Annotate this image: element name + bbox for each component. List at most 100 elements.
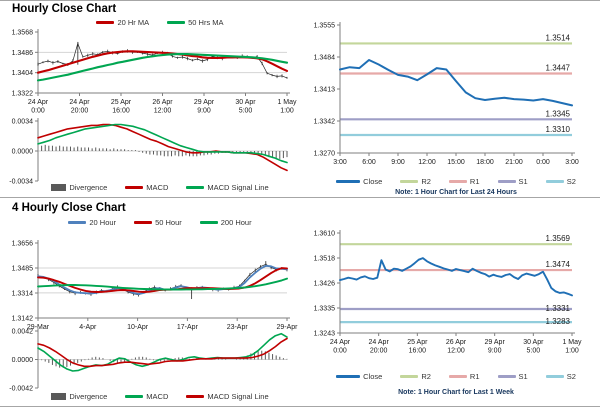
line-swatch — [497, 180, 516, 183]
svg-text:1.3486: 1.3486 — [12, 50, 34, 57]
legend-label: R2 — [421, 177, 431, 186]
legend-item: S2 — [545, 372, 576, 381]
legend-item: MACD — [125, 392, 168, 401]
line-swatch — [186, 186, 205, 189]
legend-label: S2 — [566, 177, 576, 186]
svg-text:1.3270: 1.3270 — [314, 151, 336, 158]
svg-text:1.3314: 1.3314 — [12, 291, 34, 298]
legend-item: Close — [336, 177, 382, 186]
legend-label: 200 Hour — [220, 218, 252, 227]
svg-text:-0.0034: -0.0034 — [9, 179, 33, 186]
legend-label: Divergence — [69, 183, 108, 192]
svg-text:6:00: 6:00 — [362, 159, 376, 166]
svg-text:10-Apr: 10-Apr — [127, 324, 149, 331]
svg-text:1.3518: 1.3518 — [314, 256, 336, 263]
line-swatch — [125, 186, 144, 189]
hourly-chart-title: Hourly Close Chart — [12, 3, 117, 15]
line-swatch — [125, 395, 144, 398]
svg-text:18:00: 18:00 — [476, 159, 494, 166]
line-swatch — [400, 180, 419, 183]
svg-text:1.3484: 1.3484 — [314, 55, 336, 62]
line-swatch — [448, 375, 467, 378]
legend-label: S2 — [566, 372, 576, 381]
legend-item: R2 — [400, 372, 431, 381]
legend-label: 20 Hr MA — [117, 18, 150, 27]
legend-label: 50 Hrs MA — [188, 18, 224, 27]
legend-item: S2 — [545, 177, 576, 186]
svg-text:1.3335: 1.3335 — [314, 306, 336, 313]
svg-text:1.3555: 1.3555 — [314, 23, 336, 30]
legend-item: MACD Signal Line — [186, 392, 269, 401]
line-swatch — [545, 375, 564, 378]
pivot-24h-legend: Close R2 R1 S1 S2 — [330, 177, 582, 186]
legend-item: Divergence — [51, 183, 107, 192]
legend-label: S1 — [518, 372, 528, 381]
svg-text:1.3342: 1.3342 — [314, 119, 336, 126]
four-hourly-ma-legend: 20 Hour 50 Hour 200 Hour — [30, 218, 290, 227]
svg-text:1.3413: 1.3413 — [314, 87, 336, 94]
svg-text:15:00: 15:00 — [447, 159, 465, 166]
line-swatch — [545, 180, 564, 183]
svg-text:1.3656: 1.3656 — [12, 241, 34, 248]
bottom-divider — [0, 406, 600, 407]
line-swatch — [199, 221, 218, 224]
legend-label: MACD — [146, 183, 169, 192]
legend-item: 20 Hr MA — [96, 18, 149, 27]
four-hourly-macd-legend: Divergence MACD MACD Signal Line — [30, 392, 290, 401]
fourhour-macd-canvas: 0.0042 0.0000 -0.0042 — [9, 328, 288, 393]
legend-label: 20 Hour — [89, 218, 117, 227]
svg-text:1.3474: 1.3474 — [546, 260, 571, 269]
legend-item: R2 — [400, 177, 431, 186]
svg-text:1.3514: 1.3514 — [546, 33, 571, 42]
legend-label: Close — [363, 372, 383, 381]
legend-label: MACD Signal Line — [207, 183, 269, 192]
svg-text:0.0000: 0.0000 — [12, 357, 34, 364]
bar-swatch — [51, 184, 67, 191]
top-divider — [0, 0, 600, 1]
legend-item: MACD — [125, 183, 168, 192]
legend-label: R1 — [469, 177, 480, 186]
legend-item: 20 Hour — [68, 218, 116, 227]
line-swatch — [186, 395, 205, 398]
legend-label: R2 — [421, 372, 431, 381]
legend-item: R1 — [448, 372, 480, 381]
svg-text:3:00: 3:00 — [565, 159, 579, 166]
line-swatch — [336, 375, 361, 378]
bar-swatch — [51, 393, 67, 400]
svg-text:0.0034: 0.0034 — [12, 119, 34, 126]
svg-text:0.0042: 0.0042 — [12, 329, 34, 336]
svg-text:1.3447: 1.3447 — [546, 64, 571, 73]
svg-text:1.3142: 1.3142 — [12, 316, 34, 323]
legend-item: 200 Hour — [199, 218, 252, 227]
legend-item: 50 Hour — [134, 218, 182, 227]
svg-text:1.3283: 1.3283 — [546, 317, 571, 326]
legend-item: S1 — [497, 177, 528, 186]
line-swatch — [96, 21, 115, 24]
svg-text:1.3310: 1.3310 — [546, 125, 571, 134]
line-swatch — [336, 180, 361, 183]
svg-text:12:00: 12:00 — [418, 159, 436, 166]
pivot-week-note: Note: 1 Hour Chart for Last 1 Week — [398, 389, 514, 396]
legend-item: MACD Signal Line — [186, 183, 269, 192]
svg-text:0.0000: 0.0000 — [12, 149, 34, 156]
legend-item: S1 — [497, 372, 528, 381]
svg-text:1.3426: 1.3426 — [314, 281, 336, 288]
legend-label: Close — [363, 177, 383, 186]
line-swatch — [497, 375, 516, 378]
